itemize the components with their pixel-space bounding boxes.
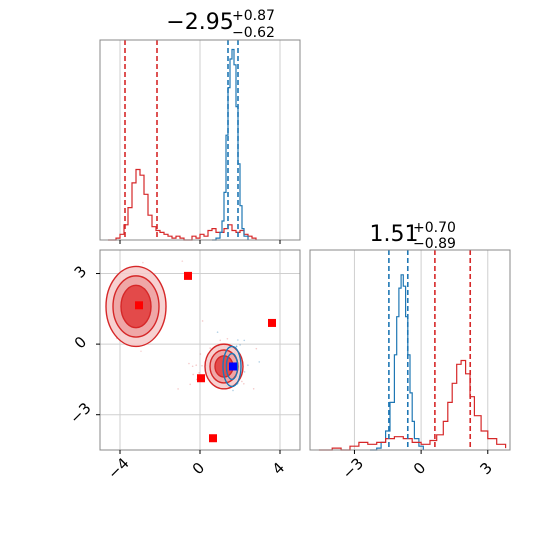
joint-sample-dot (201, 364, 203, 367)
joint-sample-dot (239, 344, 241, 346)
x-marginal-histogram-line (108, 168, 257, 241)
joint-sample-dot (232, 389, 234, 392)
y-marginal-histogram-line (318, 359, 507, 451)
y-marginal-tick-label: 3 (477, 459, 496, 478)
x-marginal-quantile-lines (124, 40, 239, 240)
joint-markers (135, 271, 276, 443)
joint-sample-dot (177, 388, 179, 390)
x-marginal-histogram-line (212, 48, 249, 241)
joint-sample-dot (241, 380, 243, 383)
joint-x-tick-label: 0 (189, 459, 208, 478)
joint-sample-dot (252, 387, 255, 390)
joint-sample-dot (243, 371, 246, 373)
joint-sample-dot (199, 353, 202, 355)
x-marginal-grid (119, 40, 281, 240)
joint-y-tick-label: 0 (71, 333, 90, 352)
y-marginal-tick-label: 0 (410, 459, 429, 478)
panel-x-marginal: −2.95 +0.87 −0.62 (99, 8, 301, 244)
joint-sample-dot (142, 261, 144, 264)
joint-y-tick-label: 3 (71, 262, 90, 281)
joint-sample-dot (201, 320, 204, 322)
joint-red-marker (209, 434, 217, 443)
joint-sample-dot (191, 365, 194, 368)
joint-red-marker (268, 318, 276, 327)
y-marginal-grid (353, 250, 489, 450)
y-marginal-title-minus: −0.89 (413, 236, 456, 252)
joint-sample-dot (243, 339, 246, 342)
x-marginal-histograms (108, 48, 257, 241)
joint-sample-dot (209, 347, 211, 349)
y-marginal-title-value: 1.51 (370, 222, 419, 247)
x-marginal-title: −2.95 (166, 10, 233, 35)
panel-y-marginal: −3 0 3 1.51 +0.70 −0.89 (309, 220, 511, 483)
joint-sample-dot (198, 372, 200, 374)
joint-red-marker (184, 271, 192, 280)
joint-sample-dot (216, 331, 219, 333)
joint-sample-dot (258, 361, 261, 363)
joint-sample-dot (235, 345, 238, 347)
joint-red-marker (135, 301, 143, 310)
joint-sample-dot (140, 350, 142, 353)
y-marginal-ticks: −3 0 3 (339, 450, 496, 483)
y-marginal-histograms (318, 274, 507, 451)
y-marginal-quantile-lines (388, 250, 472, 450)
joint-blue-marker (229, 362, 237, 371)
joint-sample-dot (247, 364, 249, 366)
joint-sample-dot (181, 260, 184, 262)
panel-joint: −4 0 4 −3 0 3 (66, 249, 301, 483)
y-marginal-tick-label: −3 (339, 454, 367, 482)
joint-sample-dot (226, 337, 229, 340)
y-marginal-frame (309, 249, 511, 451)
y-marginal-title-plus: +0.70 (413, 220, 456, 236)
joint-sample-dot (235, 345, 238, 348)
x-marginal-title-value: −2.95 (166, 10, 233, 35)
joint-sample-dot (237, 339, 239, 341)
joint-blue-contour (225, 352, 239, 381)
y-marginal-title: 1.51 (370, 222, 419, 247)
joint-sample-dot (195, 364, 198, 366)
x-marginal-title-plus: +0.87 (232, 8, 275, 24)
joint-contours (105, 265, 244, 390)
x-marginal-ticks (119, 240, 281, 244)
y-marginal-histogram-line (370, 274, 424, 451)
joint-x-tick-label: −4 (104, 454, 132, 482)
joint-sample-dot (192, 373, 194, 376)
joint-sample-dot (243, 383, 245, 385)
joint-x-tick-label: 4 (269, 459, 288, 478)
x-marginal-title-minus: −0.62 (232, 25, 275, 41)
joint-red-marker (197, 374, 205, 383)
joint-y-tick-label: −3 (66, 399, 94, 427)
joint-sample-dot (255, 347, 258, 350)
joint-sample-dot (219, 339, 222, 342)
joint-blue-contour (222, 345, 242, 388)
joint-sample-dot (188, 362, 190, 365)
joint-sample-dot (189, 383, 191, 386)
